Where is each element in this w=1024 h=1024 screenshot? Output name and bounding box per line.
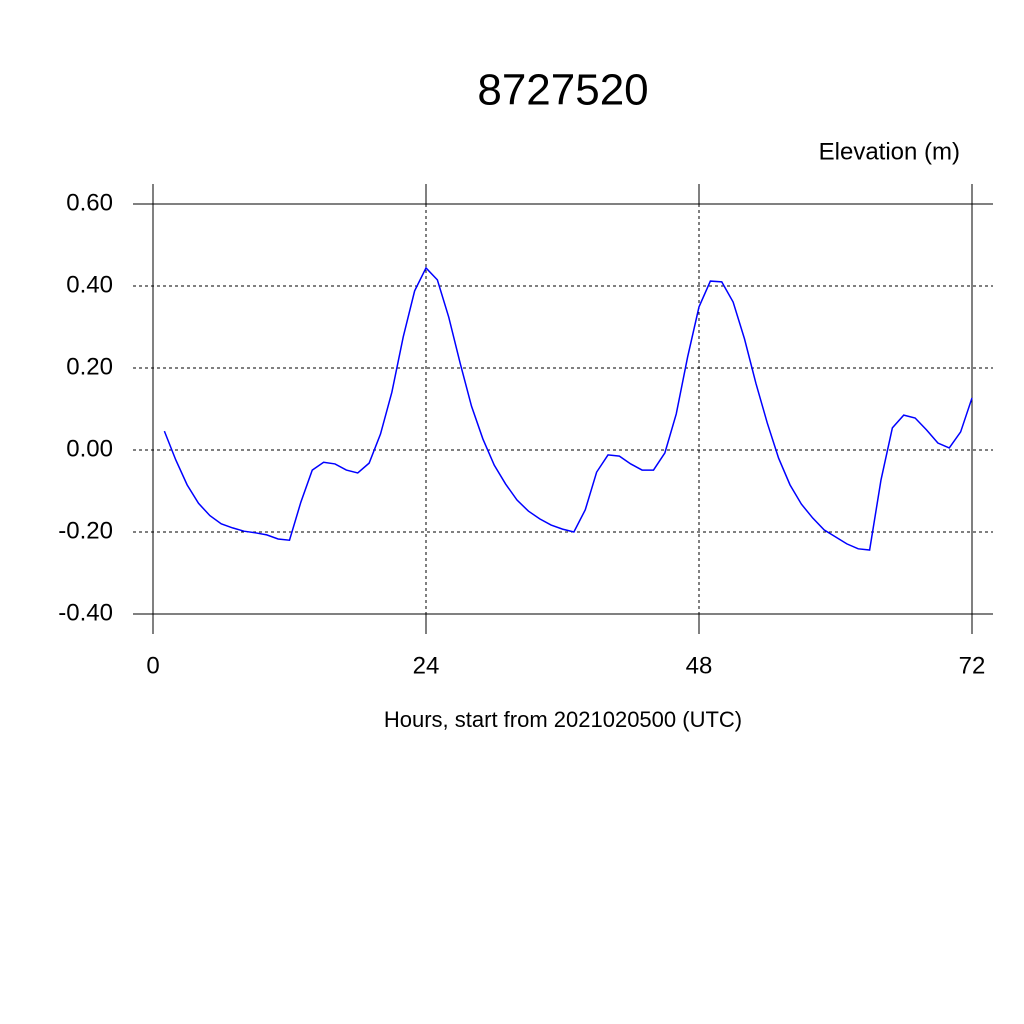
y-tick-label: -0.20 (58, 517, 113, 544)
y-axis-label: Elevation (m) (819, 138, 960, 165)
y-tick-label: 0.60 (66, 189, 113, 216)
y-tick-label: 0.20 (66, 353, 113, 380)
x-tick-label: 0 (146, 652, 159, 679)
x-tick-label: 72 (959, 652, 986, 679)
x-tick-label: 48 (686, 652, 713, 679)
chart-title: 8727520 (477, 66, 648, 115)
x-axis-label: Hours, start from 2021020500 (UTC) (384, 707, 742, 732)
y-tick-label: 0.00 (66, 435, 113, 462)
data-line (163, 266, 973, 551)
y-tick-label: 0.40 (66, 271, 113, 298)
y-tick-label: -0.40 (58, 599, 113, 626)
x-tick-label: 24 (413, 652, 440, 679)
